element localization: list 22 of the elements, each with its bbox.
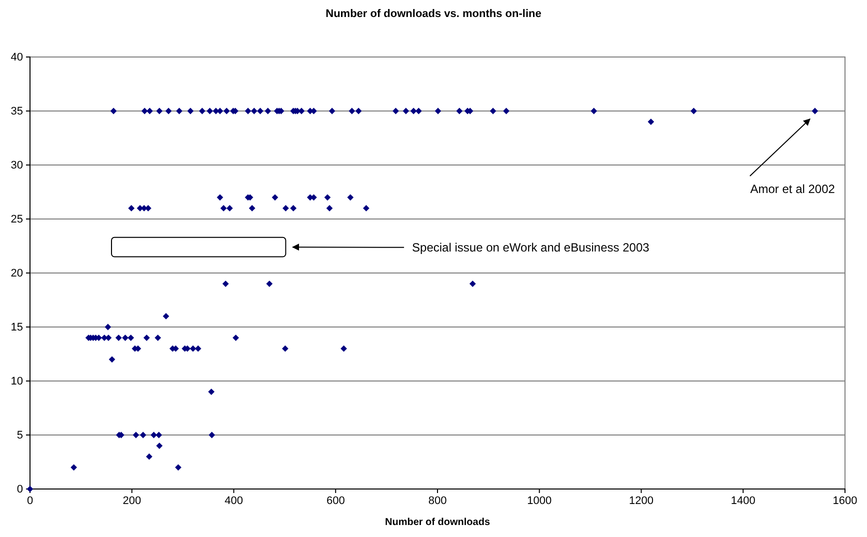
y-tick-label: 10	[10, 376, 23, 388]
x-tick-label: 0	[26, 494, 34, 507]
y-tick-label: 5	[16, 430, 23, 442]
y-tick-label: 15	[10, 322, 23, 334]
x-tick-label: 200	[122, 494, 142, 507]
chart-title: Number of downloads vs. months on-line	[326, 8, 542, 20]
x-tick-label: 1600	[832, 494, 858, 507]
x-tick-label: 1000	[527, 494, 552, 507]
x-tick-label: 800	[428, 494, 447, 507]
annotation: Amor et al 2002	[750, 182, 836, 196]
annotation: Special issue on eWork and eBusiness 2003	[412, 240, 650, 254]
y-tick-label: 20	[10, 268, 23, 280]
y-tick-label: 0	[16, 484, 23, 496]
x-tick-label: 1200	[629, 494, 654, 507]
y-tick-label: 40	[10, 52, 23, 64]
y-tick-label: 35	[10, 106, 23, 118]
x-tick-label: 1400	[730, 494, 756, 507]
y-tick-label: 25	[10, 214, 23, 226]
x-axis-title: Number of downloads	[385, 517, 490, 528]
x-tick-label: 600	[326, 494, 345, 507]
x-tick-label: 400	[224, 494, 243, 507]
y-tick-label: 30	[10, 160, 23, 172]
